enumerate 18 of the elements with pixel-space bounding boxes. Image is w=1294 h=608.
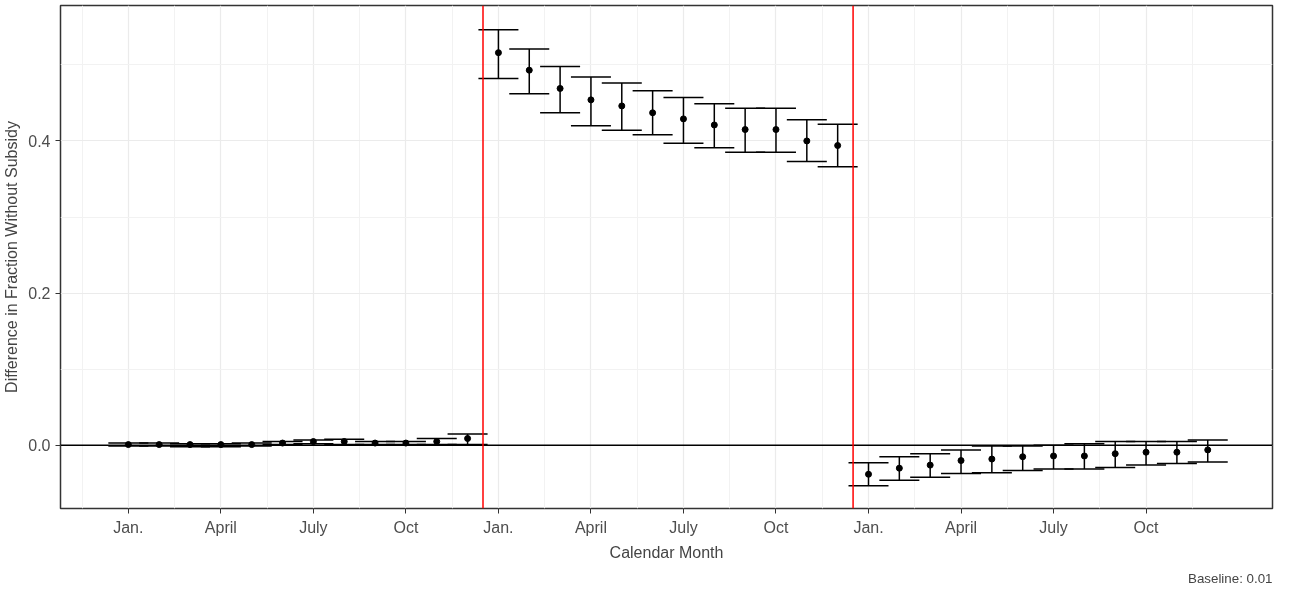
y-tick-label: 0.4 bbox=[28, 132, 51, 150]
x-tick-label: Jan. bbox=[113, 518, 144, 536]
y-tick-label: 0.0 bbox=[28, 437, 51, 455]
y-axis-title: Difference in Fraction Without Subsidy bbox=[3, 121, 21, 393]
x-tick-label: July bbox=[299, 518, 328, 536]
x-tick-label: April bbox=[945, 518, 978, 536]
x-axis-title: Calendar Month bbox=[609, 543, 724, 561]
x-tick-label: Jan. bbox=[483, 518, 514, 536]
x-tick-label: July bbox=[1039, 518, 1068, 536]
x-tick-label: April bbox=[204, 518, 237, 536]
x-tick-label: Oct bbox=[393, 518, 419, 536]
x-tick-label: Oct bbox=[1133, 518, 1160, 536]
y-tick-label: 0.2 bbox=[28, 285, 51, 303]
x-tick-label: July bbox=[669, 518, 698, 536]
x-tick-label: Jan. bbox=[853, 518, 884, 536]
x-tick-label: April bbox=[574, 518, 607, 536]
text: Baseline: 0.01 bbox=[1188, 570, 1273, 586]
x-tick-label: Oct bbox=[763, 518, 789, 536]
